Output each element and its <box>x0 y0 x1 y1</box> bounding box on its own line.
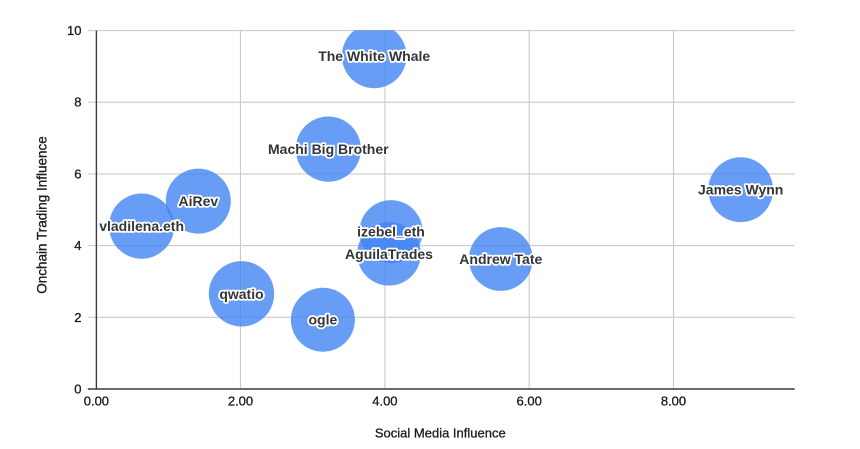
svg-text:ogle: ogle <box>309 312 338 328</box>
svg-text:AiRev: AiRev <box>178 193 218 209</box>
svg-text:vladilena.eth: vladilena.eth <box>99 218 184 234</box>
svg-text:10: 10 <box>67 23 81 38</box>
svg-text:AguilaTrades: AguilaTrades <box>345 246 433 262</box>
svg-text:izebel_eth: izebel_eth <box>357 224 425 240</box>
svg-text:Machi Big Brother: Machi Big Brother <box>268 141 389 157</box>
svg-text:2: 2 <box>74 310 81 325</box>
svg-text:4: 4 <box>74 238 81 253</box>
svg-text:4.00: 4.00 <box>372 394 397 409</box>
svg-text:8: 8 <box>74 95 81 110</box>
svg-text:James Wynn: James Wynn <box>698 182 783 198</box>
svg-text:6.00: 6.00 <box>517 394 542 409</box>
svg-text:qwatio: qwatio <box>219 286 263 302</box>
svg-text:Onchain Trading Influence: Onchain Trading Influence <box>34 136 49 294</box>
svg-text:2.00: 2.00 <box>228 394 253 409</box>
svg-text:6: 6 <box>74 166 81 181</box>
svg-text:The White Whale: The White Whale <box>318 48 430 64</box>
svg-text:0.00: 0.00 <box>84 394 109 409</box>
svg-text:0: 0 <box>74 382 81 397</box>
svg-text:Social Media Influence: Social Media Influence <box>375 426 506 441</box>
svg-text:8.00: 8.00 <box>661 394 686 409</box>
svg-text:Andrew Tate: Andrew Tate <box>459 251 542 267</box>
